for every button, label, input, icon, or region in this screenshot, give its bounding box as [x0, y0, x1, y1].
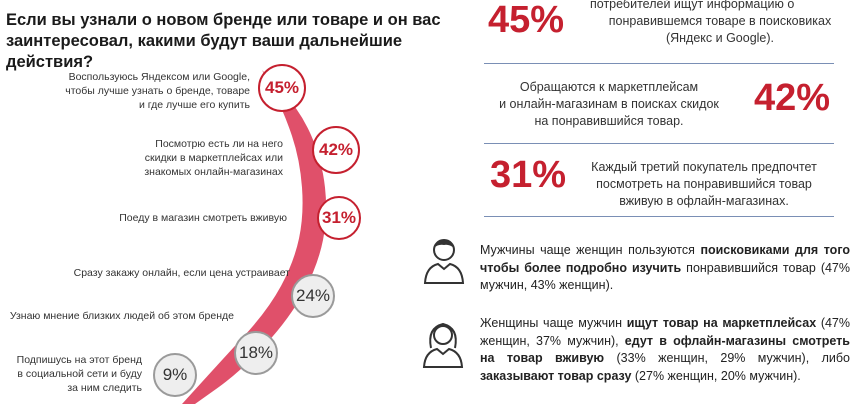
value-circle: 18% — [234, 331, 278, 375]
option-label: Узнаю мнение близких людей об этом бренд… — [10, 309, 234, 323]
value-circle: 42% — [312, 126, 360, 174]
women-text-2: (47% женщин, 37% мужчин), — [480, 316, 850, 348]
option-label-line: скидки в маркетплейсах или — [144, 152, 283, 164]
survey-question: Если вы узнали о новом бренде или товаре… — [6, 11, 441, 71]
divider-2 — [484, 143, 834, 144]
women-bold-3: заказывают товар сразу — [480, 368, 632, 383]
men-bold-1: поисковиками для того чтобы более подроб… — [480, 243, 850, 275]
option-label-line: Поеду в магазин смотреть вживую — [119, 212, 287, 224]
women-insight: Женщины чаще мужчин ищут товар на маркет… — [480, 315, 850, 385]
stat-line: (Яндекс и Google). — [665, 31, 775, 45]
women-bold-2: едут в офлайн-магазины смотреть на товар… — [480, 333, 850, 366]
value-circle: 9% — [153, 353, 197, 397]
woman-icon — [422, 322, 464, 368]
option-label: Воспользуюсь Яндексом или Google, чтобы л… — [65, 70, 250, 112]
option-label: Подпишусь на этот бренд в социальной сети… — [17, 353, 142, 395]
value-circle: 45% — [258, 64, 306, 112]
stat-line: на понравившийся товар. — [534, 114, 684, 128]
option-label-line: и где лучше его купить — [138, 99, 250, 111]
men-insight: Мужчины чаще женщин пользуются поисковик… — [480, 242, 850, 295]
man-icon — [423, 239, 465, 284]
divider-3 — [484, 216, 834, 217]
stat-text-1: потребителей ищут информацию о понравивш… — [590, 0, 850, 47]
option-label: Посмотрю есть ли на него скидки в маркетп… — [144, 137, 283, 179]
option-label: Сразу закажу онлайн, если цена устраивае… — [74, 266, 290, 280]
stat-line: посмотреть на понравившийся товар — [596, 177, 812, 191]
value-circle: 24% — [291, 274, 335, 318]
option-label-line: Посмотрю есть ли на него — [155, 138, 283, 150]
women-text-1: Женщины чаще мужчин — [480, 316, 627, 330]
men-text-1: Мужчины чаще женщин пользуются — [480, 243, 701, 257]
option-label-line: Подпишусь на этот бренд — [16, 354, 142, 366]
option-label-line: Узнаю мнение близких людей об этом бренд… — [9, 310, 234, 322]
stat-text-2: Обращаются к маркетплейсам и онлайн-мага… — [478, 79, 740, 130]
stat-line: вживую в офлайн-магазинах. — [619, 194, 789, 208]
option-label-line: чтобы лучше узнать о бренде, товаре — [65, 85, 250, 97]
stat-line: понравившемся товаре в поисковиках — [608, 14, 832, 28]
men-text-2: понравившийся товар (47% мужчин, 43% жен… — [480, 260, 850, 293]
stat-line: Обращаются к маркетплейсам — [519, 80, 699, 94]
stat-line: потребителей ищут информацию о — [590, 0, 795, 11]
option-label-line: знакомых онлайн-магазинах — [144, 166, 283, 178]
women-bold-1: ищут товар на маркетплейсах — [626, 316, 817, 330]
stat-text-3: Каждый третий покупатель предпочтет посм… — [584, 159, 824, 210]
option-label-line: в социальной сети и буду — [17, 368, 142, 380]
stat-number-3: 31% — [490, 154, 567, 196]
option-label-line: за ним следить — [67, 382, 142, 394]
option-label-line: Воспользуюсь Яндексом или Google, — [68, 71, 250, 83]
option-label-line: Сразу закажу онлайн, если цена устраивае… — [73, 267, 290, 279]
divider-1 — [484, 63, 834, 64]
stat-line: Каждый третий покупатель предпочтет — [591, 160, 817, 174]
stat-line: и онлайн-магазинам в поисках скидок — [499, 97, 719, 111]
women-text-3: (33% женщин, 29% мужчин), либо — [604, 351, 850, 365]
value-circle: 31% — [317, 196, 361, 240]
option-label: Поеду в магазин смотреть вживую — [119, 211, 287, 225]
stat-number-2: 42% — [754, 77, 831, 119]
stat-number-1: 45% — [488, 0, 565, 41]
women-text-4: (27% женщин, 20% мужчин). — [631, 368, 801, 383]
